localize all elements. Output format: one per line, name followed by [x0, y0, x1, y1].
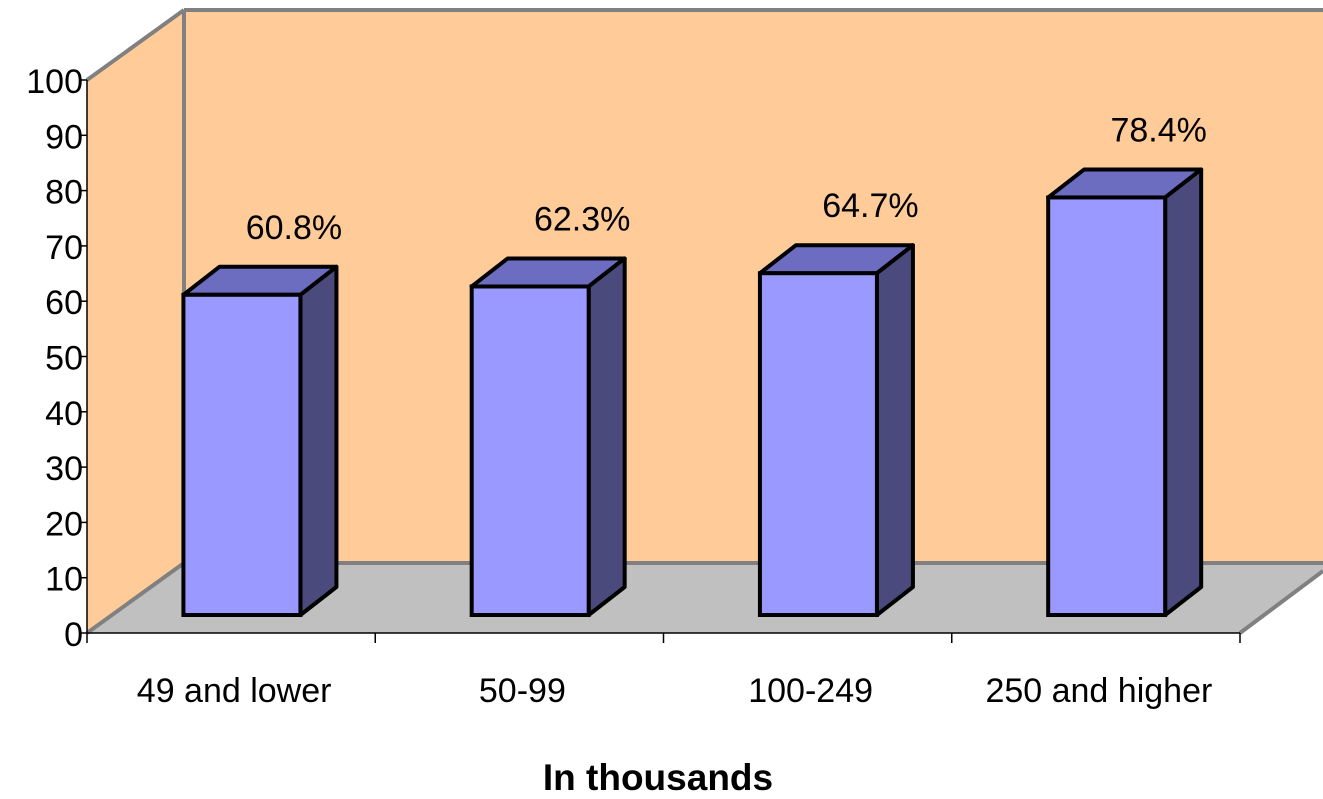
y-tick-label: 70 [45, 229, 83, 267]
bar [181, 264, 339, 617]
bar-front [469, 284, 591, 617]
bar [1046, 167, 1204, 617]
frame-floor-right [1238, 569, 1323, 635]
y-tick-label: 30 [45, 450, 83, 488]
y-tick-label: 40 [45, 395, 83, 433]
x-tick-label: 50-99 [479, 672, 566, 710]
bar [469, 256, 627, 617]
y-tick-label: 10 [45, 561, 83, 599]
y-tick-label: 50 [45, 340, 83, 378]
chart-back-wall [184, 10, 1323, 563]
y-tick-label: 60 [45, 284, 83, 322]
bar-side [1163, 167, 1204, 617]
frame-side-bottom [85, 561, 186, 635]
bar-side [586, 256, 627, 617]
y-tick-label: 20 [45, 505, 83, 543]
data-label: 62.3% [534, 200, 630, 238]
bar-side [874, 243, 915, 617]
y-tick-label: 90 [45, 118, 83, 156]
y-tick-label: 80 [45, 174, 83, 212]
x-tick-label: 250 and higher [985, 672, 1212, 710]
data-label: 78.4% [1110, 111, 1206, 149]
x-tick-label: 49 and lower [137, 672, 332, 710]
data-labels: 60.8% 62.3% 64.7% 78.4% [246, 111, 1207, 246]
bar-front [757, 271, 879, 617]
y-axis: 0 10 20 30 40 50 60 70 80 90 100 [26, 63, 88, 654]
frame-side-top [85, 8, 186, 82]
bar-side [298, 264, 339, 617]
x-axis-title: In thousands [543, 757, 773, 798]
y-tick-label: 0 [64, 616, 83, 654]
x-tick-label: 100-249 [748, 672, 873, 710]
bar-front [1046, 195, 1168, 617]
bars [181, 167, 1204, 617]
bar [757, 243, 915, 617]
chart-floor [87, 563, 1323, 633]
x-axis: 49 and lower 50-99 100-249 250 and higher [86, 632, 1241, 710]
bar-front [181, 292, 303, 617]
data-label: 60.8% [246, 209, 342, 247]
chart-side-wall [87, 10, 184, 633]
y-tick-label: 100 [26, 63, 83, 101]
data-label: 64.7% [822, 187, 918, 225]
